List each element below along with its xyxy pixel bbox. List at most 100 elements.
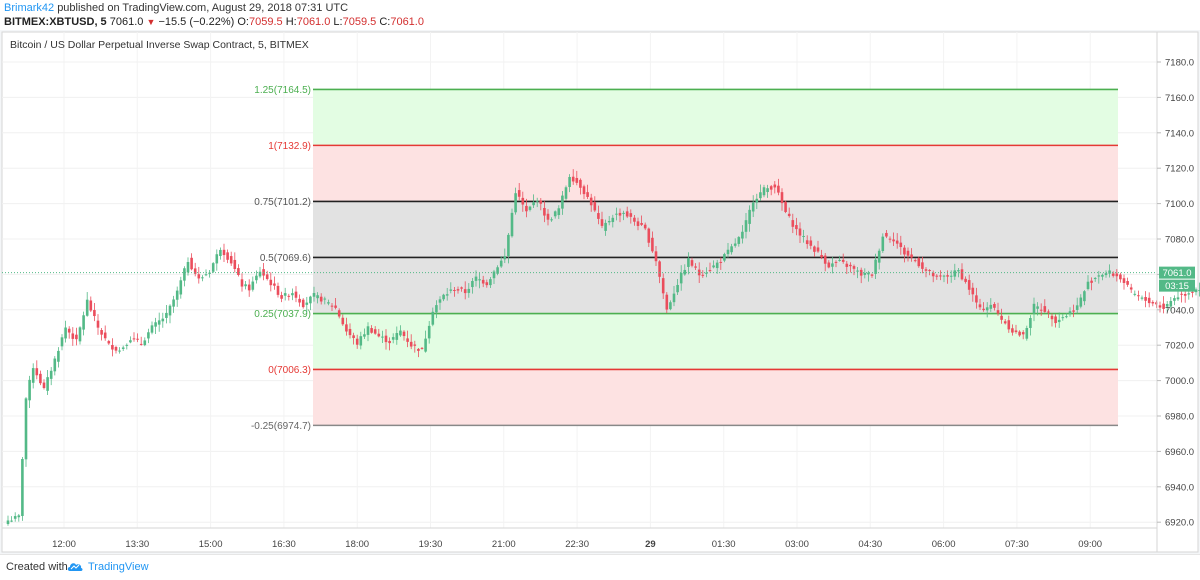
candles — [6, 169, 1200, 526]
candle-body — [154, 322, 157, 327]
fib-zone — [313, 257, 1118, 314]
candle-body — [1198, 290, 1200, 292]
candle-body — [910, 254, 913, 258]
candle-body — [1115, 273, 1119, 277]
fib-level-label: 1(7132.9) — [268, 141, 311, 152]
price-axis[interactable]: 6920.0 6940.0 6960.0 6980.0 7000.0 7020.0 7040… — [1157, 58, 1194, 529]
candle-body — [1007, 320, 1011, 330]
candle-body — [1108, 270, 1111, 274]
candle-body — [456, 289, 460, 291]
candle-body — [719, 261, 723, 263]
candle-body — [1072, 310, 1075, 312]
tradingview-brand-link[interactable]: TradingView — [88, 561, 149, 573]
candle-body — [431, 311, 435, 325]
time-axis[interactable]: 12:00 13:30 15:00 16:30 18:00 19:30 21:00 22:30… — [52, 539, 1102, 550]
y-tick-label: 6980.0 — [1165, 412, 1194, 423]
candle-body — [946, 275, 949, 277]
x-tick-label: 06:00 — [932, 539, 956, 550]
candle-body — [535, 200, 539, 202]
candle-body — [388, 340, 391, 344]
candle-body — [247, 284, 251, 291]
candle-body — [834, 261, 838, 263]
candle-body — [777, 185, 780, 193]
candle-body — [316, 295, 319, 299]
candle-body — [435, 305, 438, 313]
candle-body — [939, 275, 942, 277]
candle-body — [139, 343, 143, 345]
candle-body — [503, 256, 507, 260]
candle-body — [964, 278, 967, 282]
candle-body — [39, 373, 42, 384]
candle-body — [654, 251, 658, 262]
candle-body — [1014, 330, 1018, 333]
candle-body — [276, 285, 280, 295]
candle-body — [499, 260, 503, 267]
candle-body — [57, 350, 60, 362]
candle-body — [35, 368, 39, 376]
candle-body — [150, 325, 154, 333]
candle-body — [629, 213, 633, 217]
x-tick-label: 12:00 — [52, 539, 76, 550]
y-tick-label: 7120.0 — [1165, 164, 1194, 175]
candle-body — [1011, 328, 1014, 333]
candle-body — [129, 340, 132, 343]
candle-body — [1093, 277, 1097, 279]
candle-body — [453, 289, 456, 291]
author-link[interactable]: Brimark42 — [4, 2, 55, 14]
fib-zone — [313, 145, 1118, 202]
candle-body — [21, 459, 24, 516]
footer: Created with TradingView — [0, 554, 1200, 580]
candle-body — [705, 272, 708, 274]
candle-body — [672, 293, 676, 303]
candle-body — [867, 272, 870, 275]
candle-body — [366, 326, 370, 335]
published-text: published on TradingView.com, August 29,… — [57, 2, 349, 14]
candle-body — [571, 176, 575, 182]
candle-body — [345, 324, 348, 332]
candle-body — [604, 222, 607, 231]
candle-body — [780, 192, 784, 204]
candle-body — [748, 209, 751, 224]
symbol-label: BITMEX:XBTUSD, 5 — [4, 16, 107, 28]
candle-body — [1036, 306, 1039, 309]
candle-body — [838, 259, 841, 261]
candle-body — [197, 274, 201, 279]
y-tick-label: 7000.0 — [1165, 376, 1194, 387]
candle-body — [643, 224, 647, 229]
candle-body — [690, 260, 694, 266]
candle-body — [402, 331, 406, 337]
candle-body — [341, 317, 345, 325]
candle-body — [658, 261, 661, 277]
candle-body — [1137, 295, 1140, 297]
candle-body — [136, 338, 139, 340]
candle-body — [1000, 315, 1003, 320]
candle-body — [31, 368, 35, 383]
candle-body — [935, 275, 939, 277]
candle-body — [1183, 294, 1187, 296]
low-label: L: — [333, 16, 343, 28]
candle-body — [323, 298, 327, 300]
candle-body — [755, 198, 759, 203]
candle-body — [708, 270, 712, 272]
candle-body — [1025, 327, 1029, 339]
candle-body — [625, 211, 629, 217]
candle-body — [1032, 303, 1036, 314]
candle-body — [211, 263, 215, 272]
last-price: 7061.0 — [109, 16, 144, 28]
price-chart[interactable]: 1.25(7164.5) 1(7132.9) 0.75(7101.2) 0.5(706… — [0, 30, 1200, 554]
candle-body — [1176, 297, 1180, 300]
candle-body — [240, 279, 244, 287]
candle-body — [463, 289, 467, 294]
candle-body — [874, 259, 877, 274]
candle-body — [1104, 273, 1108, 276]
fib-zones — [313, 89, 1118, 426]
candle-body — [71, 333, 75, 339]
candle-body — [118, 350, 121, 352]
y-tick-label: 7040.0 — [1165, 305, 1194, 316]
candle-body — [1090, 280, 1093, 283]
candle-body — [507, 234, 510, 256]
candle-body — [1169, 300, 1173, 307]
candle-body — [701, 274, 705, 276]
candle-body — [204, 274, 208, 276]
candle-body — [877, 250, 881, 263]
